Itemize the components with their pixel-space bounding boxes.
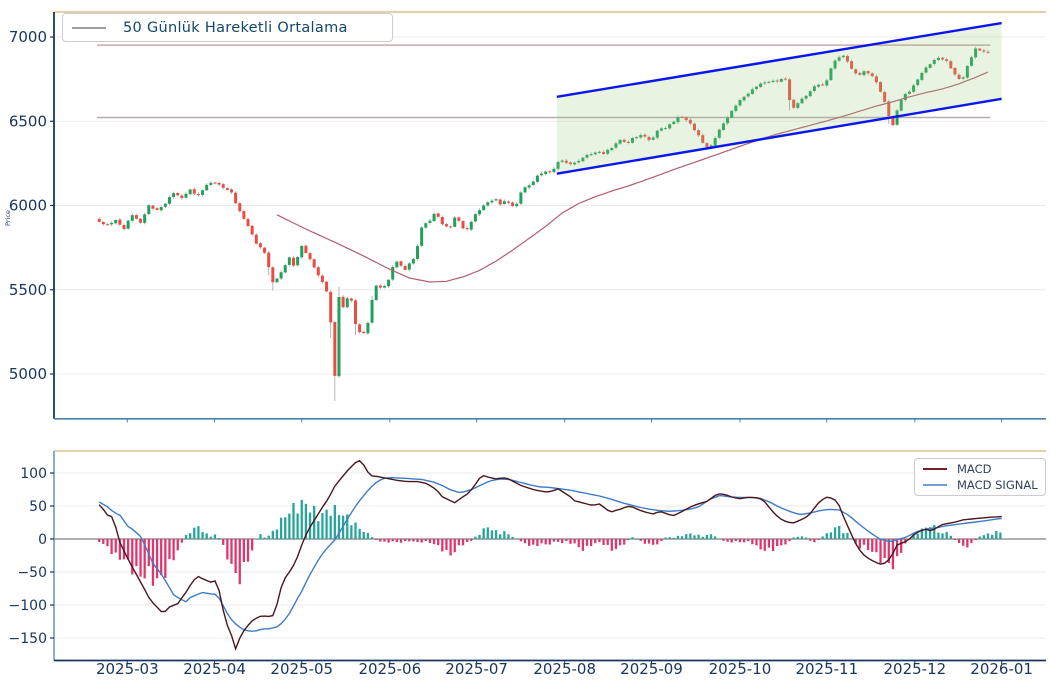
svg-text:100: 100 xyxy=(20,466,47,482)
macd-signal-legend-label: MACD SIGNAL xyxy=(957,478,1038,493)
svg-text:2025-06: 2025-06 xyxy=(358,660,421,678)
svg-text:2025-09: 2025-09 xyxy=(620,660,683,678)
svg-text:2025-04: 2025-04 xyxy=(183,660,246,678)
macd-panel-legend: MACD MACD SIGNAL xyxy=(914,458,1046,496)
macd-legend-label: MACD xyxy=(957,461,992,476)
svg-text:Price: Price xyxy=(4,210,12,226)
macd-signal-legend-row: MACD SIGNAL xyxy=(923,478,1045,492)
svg-text:2025-03: 2025-03 xyxy=(96,660,159,678)
ma-line-sample-icon xyxy=(72,26,106,29)
svg-text:6000: 6000 xyxy=(9,197,47,215)
macd-line-sample-icon xyxy=(923,467,947,470)
svg-text:5000: 5000 xyxy=(9,365,47,383)
svg-text:2025-11: 2025-11 xyxy=(795,660,858,678)
svg-text:2025-12: 2025-12 xyxy=(883,660,946,678)
macd-legend-row: MACD xyxy=(923,462,1045,476)
svg-text:7000: 7000 xyxy=(9,28,47,46)
svg-text:6500: 6500 xyxy=(9,112,47,130)
svg-text:50: 50 xyxy=(29,499,47,515)
svg-text:2026-01: 2026-01 xyxy=(970,660,1033,678)
svg-text:2025-05: 2025-05 xyxy=(270,660,333,678)
svg-text:−150: −150 xyxy=(9,631,47,647)
svg-text:−100: −100 xyxy=(9,598,47,614)
price-panel-legend: 50 Günlük Hareketli Ortalama xyxy=(62,13,393,42)
svg-text:0: 0 xyxy=(38,532,47,548)
svg-text:2025-08: 2025-08 xyxy=(533,660,596,678)
svg-text:−50: −50 xyxy=(17,565,47,581)
svg-text:2025-07: 2025-07 xyxy=(445,660,508,678)
ma-legend-label: 50 Günlük Hareketli Ortalama xyxy=(123,19,348,36)
svg-text:5500: 5500 xyxy=(9,281,47,299)
macd-signal-sample-icon xyxy=(923,484,947,487)
svg-text:2025-10: 2025-10 xyxy=(709,660,772,678)
